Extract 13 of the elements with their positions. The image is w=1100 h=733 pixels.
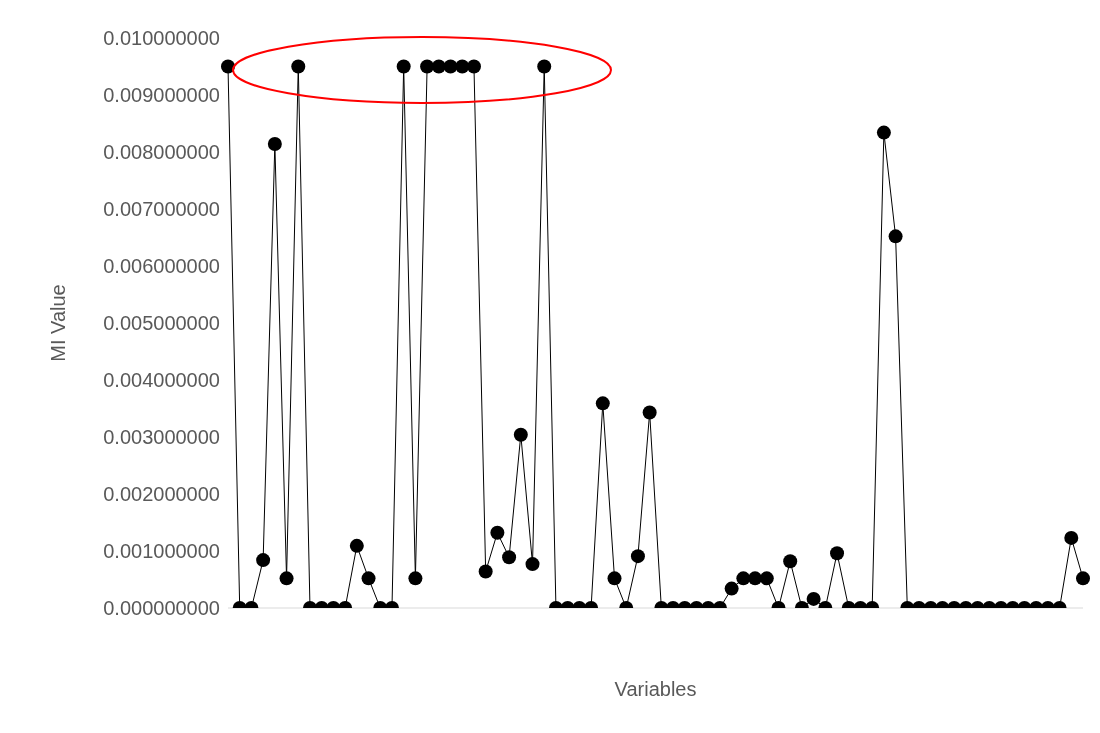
- y-tick-label: 0.004000000: [103, 369, 220, 392]
- y-tick-label: 0.002000000: [103, 483, 220, 506]
- x-axis-title: Variables: [614, 678, 697, 700]
- y-tick-label: 0.001000000: [103, 540, 220, 563]
- y-tick-label: 0.007000000: [103, 198, 220, 221]
- y-tick-label: 0.009000000: [103, 84, 220, 107]
- y-tick-label: 0.008000000: [103, 141, 220, 164]
- y-tick-label: 0.010000000: [103, 27, 220, 50]
- y-tick-label: 0.005000000: [103, 312, 220, 335]
- y-tick-label: 0.006000000: [103, 255, 220, 278]
- y-tick-label: 0.003000000: [103, 426, 220, 449]
- y-tick-label: 0.000000000: [103, 597, 220, 620]
- y-axis-title: MI Value: [47, 284, 70, 362]
